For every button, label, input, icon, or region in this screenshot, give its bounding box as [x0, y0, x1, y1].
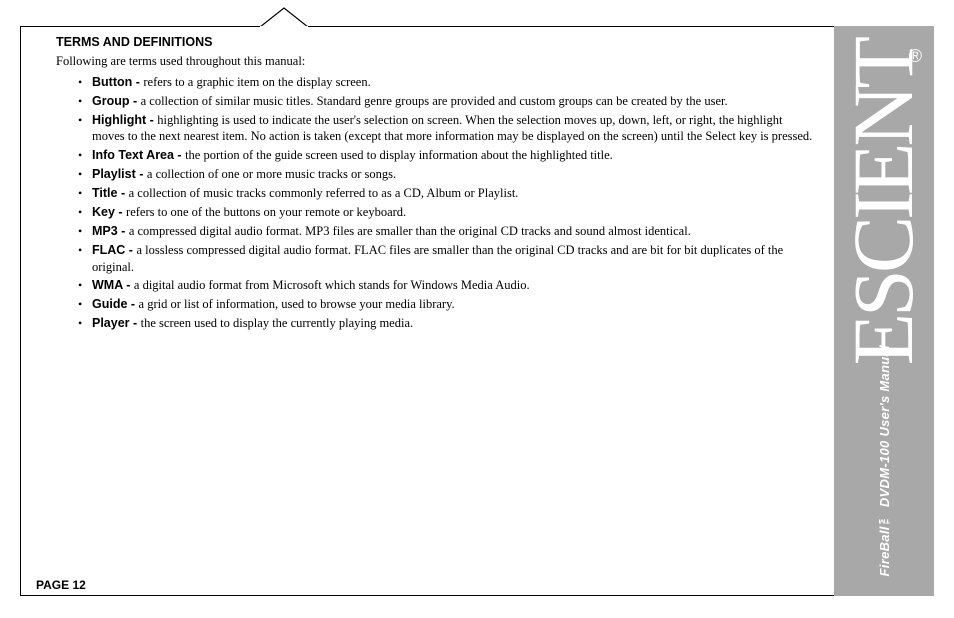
definition: highlighting is used to indicate the use… — [92, 113, 812, 144]
definition: refers to a graphic item on the display … — [143, 75, 370, 89]
content-area: TERMS AND DEFINITIONS Following are term… — [56, 34, 816, 334]
manual-page: TERMS AND DEFINITIONS Following are term… — [0, 0, 954, 618]
term: Playlist - — [92, 167, 147, 181]
term: Group - — [92, 94, 141, 108]
sidebar: ® ESCIENT FireBall™ DVDM-100 User's Manu… — [834, 26, 934, 596]
list-item: Button - refers to a graphic item on the… — [78, 74, 816, 91]
brand-name: ESCIENT — [847, 40, 920, 366]
page-number: PAGE 12 — [36, 578, 86, 592]
term: Guide - — [92, 297, 139, 311]
list-item: Info Text Area - the portion of the guid… — [78, 147, 816, 164]
definition: a compressed digital audio format. MP3 f… — [129, 224, 691, 238]
product-name: FireBall™ DVDM-100 User's Manual — [877, 345, 892, 576]
list-item: Key - refers to one of the buttons on yo… — [78, 204, 816, 221]
definition: refers to one of the buttons on your rem… — [126, 205, 406, 219]
definition: the portion of the guide screen used to … — [185, 148, 613, 162]
list-item: Group - a collection of similar music ti… — [78, 93, 816, 110]
definition: a collection of music tracks commonly re… — [129, 186, 519, 200]
definition: a collection of one or more music tracks… — [147, 167, 396, 181]
intro-text: Following are terms used throughout this… — [56, 53, 816, 70]
brand-wrap: ESCIENT — [840, 40, 928, 376]
term: Highlight - — [92, 113, 157, 127]
definition: a grid or list of information, used to b… — [139, 297, 455, 311]
top-notch — [260, 6, 308, 28]
definition: a digital audio format from Microsoft wh… — [134, 278, 530, 292]
list-item: Guide - a grid or list of information, u… — [78, 296, 816, 313]
list-item: Player - the screen used to display the … — [78, 315, 816, 332]
term: Info Text Area - — [92, 148, 185, 162]
term: MP3 - — [92, 224, 129, 238]
list-item: Title - a collection of music tracks com… — [78, 185, 816, 202]
term: Title - — [92, 186, 129, 200]
list-item: Playlist - a collection of one or more m… — [78, 166, 816, 183]
term: WMA - — [92, 278, 134, 292]
term: Button - — [92, 75, 143, 89]
term: FLAC - — [92, 243, 136, 257]
list-item: MP3 - a compressed digital audio format.… — [78, 223, 816, 240]
section-title: TERMS AND DEFINITIONS — [56, 34, 816, 51]
definition: a lossless compressed digital audio form… — [92, 243, 783, 274]
term: Key - — [92, 205, 126, 219]
definition: the screen used to display the currently… — [141, 316, 414, 330]
term: Player - — [92, 316, 141, 330]
definitions-list: Button - refers to a graphic item on the… — [56, 74, 816, 332]
list-item: WMA - a digital audio format from Micros… — [78, 277, 816, 294]
list-item: FLAC - a lossless compressed digital aud… — [78, 242, 816, 276]
definition: a collection of similar music titles. St… — [141, 94, 728, 108]
list-item: Highlight - highlighting is used to indi… — [78, 112, 816, 146]
